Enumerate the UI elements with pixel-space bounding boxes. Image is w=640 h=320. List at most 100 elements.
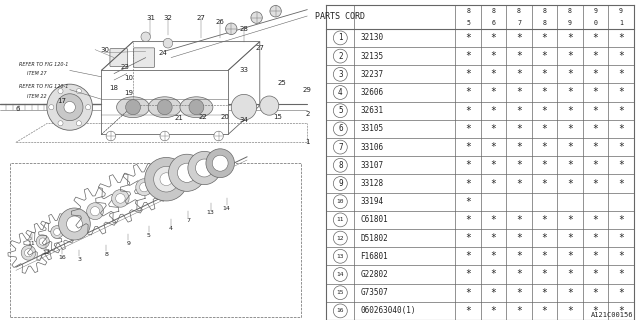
Text: *: * <box>516 142 522 152</box>
Text: *: * <box>516 288 522 298</box>
Text: *: * <box>593 160 598 170</box>
Circle shape <box>214 131 223 141</box>
Text: 25: 25 <box>278 80 286 86</box>
Circle shape <box>333 49 348 63</box>
Text: 30: 30 <box>100 47 109 52</box>
Text: *: * <box>465 179 471 188</box>
Text: *: * <box>593 87 598 98</box>
Text: 17: 17 <box>57 98 67 104</box>
Text: *: * <box>618 160 624 170</box>
Circle shape <box>333 249 348 263</box>
Text: *: * <box>618 269 624 279</box>
Text: 8: 8 <box>492 8 495 14</box>
Text: *: * <box>465 233 471 243</box>
Text: *: * <box>465 269 471 279</box>
Text: 7: 7 <box>338 143 342 152</box>
Text: *: * <box>541 233 547 243</box>
Text: C61801: C61801 <box>360 215 388 224</box>
Text: 8: 8 <box>338 161 342 170</box>
Circle shape <box>24 249 33 257</box>
Circle shape <box>160 173 173 186</box>
Circle shape <box>189 100 204 115</box>
Text: *: * <box>618 124 624 134</box>
Text: *: * <box>465 33 471 43</box>
Text: *: * <box>465 197 471 207</box>
Circle shape <box>225 23 237 35</box>
Text: 33106: 33106 <box>360 143 384 152</box>
Text: *: * <box>541 142 547 152</box>
Text: *: * <box>593 33 598 43</box>
Text: *: * <box>465 124 471 134</box>
Circle shape <box>157 100 172 115</box>
Text: *: * <box>618 233 624 243</box>
Text: *: * <box>491 179 497 188</box>
Circle shape <box>59 208 90 240</box>
Text: 16: 16 <box>58 255 66 260</box>
Text: 5: 5 <box>466 20 470 26</box>
Text: 29: 29 <box>303 87 312 92</box>
Text: *: * <box>516 306 522 316</box>
Text: 33194: 33194 <box>360 197 384 206</box>
Text: *: * <box>618 215 624 225</box>
Circle shape <box>116 194 125 203</box>
Circle shape <box>51 226 63 238</box>
Text: 4: 4 <box>338 88 342 97</box>
Circle shape <box>64 101 76 113</box>
Text: G73507: G73507 <box>360 288 388 297</box>
Text: *: * <box>541 251 547 261</box>
Text: 32631: 32631 <box>360 106 384 115</box>
Ellipse shape <box>148 97 181 118</box>
Text: 10: 10 <box>337 199 344 204</box>
Text: 32135: 32135 <box>360 52 384 60</box>
Text: *: * <box>567 33 573 43</box>
Circle shape <box>212 155 228 171</box>
Circle shape <box>141 32 150 42</box>
Text: 8: 8 <box>568 8 572 14</box>
Text: 14: 14 <box>337 272 344 277</box>
Text: *: * <box>516 51 522 61</box>
Text: *: * <box>516 33 522 43</box>
Circle shape <box>231 94 257 120</box>
Circle shape <box>58 121 63 126</box>
Text: *: * <box>567 269 573 279</box>
Text: A121C00156: A121C00156 <box>591 312 634 318</box>
Text: 8: 8 <box>543 8 547 14</box>
Text: *: * <box>541 179 547 188</box>
Text: *: * <box>541 288 547 298</box>
Text: *: * <box>593 306 598 316</box>
Text: *: * <box>618 179 624 188</box>
Text: *: * <box>593 215 598 225</box>
Circle shape <box>111 189 129 207</box>
Text: 21: 21 <box>175 116 184 121</box>
Text: 9: 9 <box>568 20 572 26</box>
Text: *: * <box>618 251 624 261</box>
Text: *: * <box>593 51 598 61</box>
Text: *: * <box>567 124 573 134</box>
Text: *: * <box>593 269 598 279</box>
Text: *: * <box>465 251 471 261</box>
Text: *: * <box>491 215 497 225</box>
Text: ITEM 22: ITEM 22 <box>27 93 47 99</box>
Circle shape <box>333 122 348 136</box>
Text: *: * <box>491 288 497 298</box>
Text: *: * <box>593 106 598 116</box>
Text: *: * <box>516 124 522 134</box>
Circle shape <box>333 104 348 118</box>
Circle shape <box>333 286 348 300</box>
Text: 12: 12 <box>337 236 344 241</box>
Text: 22: 22 <box>198 114 207 120</box>
Circle shape <box>90 207 100 216</box>
Circle shape <box>140 183 148 192</box>
Text: *: * <box>618 106 624 116</box>
Circle shape <box>58 89 63 94</box>
Text: 8: 8 <box>517 8 521 14</box>
Circle shape <box>154 166 179 192</box>
Text: *: * <box>491 124 497 134</box>
Circle shape <box>333 85 348 100</box>
Circle shape <box>125 100 140 115</box>
Text: *: * <box>593 288 598 298</box>
Text: *: * <box>516 215 522 225</box>
Text: *: * <box>567 87 573 98</box>
Circle shape <box>333 68 348 81</box>
Text: *: * <box>593 233 598 243</box>
